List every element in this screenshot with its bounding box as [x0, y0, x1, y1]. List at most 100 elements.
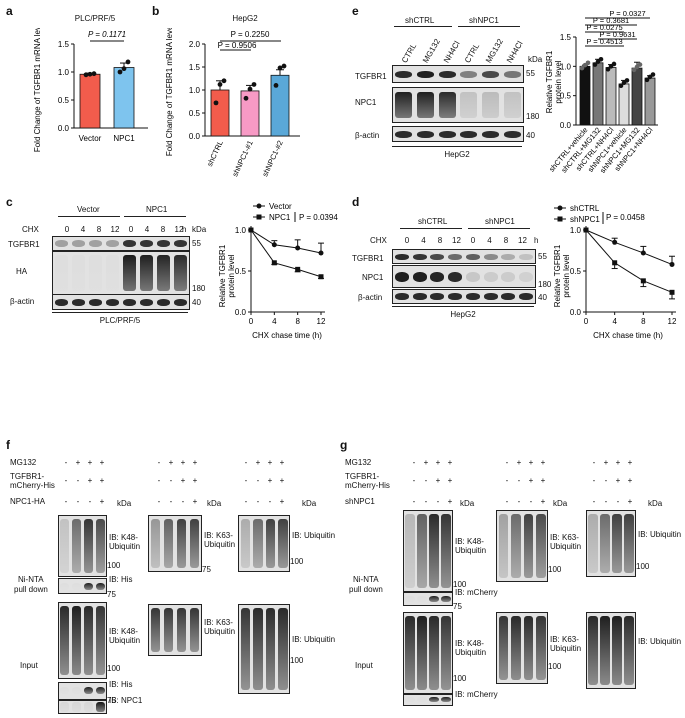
blot-band — [519, 253, 534, 260]
blot-band — [394, 293, 409, 300]
panel-e-chart: 0.0 0.5 1.0 1.5 Relative TGFBR1 protein level… — [545, 10, 658, 175]
blot-band — [483, 293, 498, 300]
data-point — [318, 250, 324, 256]
kda-label: kDa — [207, 499, 222, 508]
ib-label: IB: K63- Ubiquitin — [550, 532, 582, 551]
panel-c-unit: h — [182, 225, 187, 234]
time-label: 8 — [160, 225, 166, 234]
blot-band — [511, 514, 521, 578]
blot-band — [498, 616, 508, 680]
bar — [618, 83, 630, 126]
panel-d-cell-line — [392, 306, 534, 307]
blot-band — [173, 240, 188, 247]
lane-label: CTRL — [400, 41, 419, 65]
sign-label: + — [540, 458, 546, 467]
panel-c-marker-40: 40 — [192, 298, 201, 307]
panel-e-row-npc1: NPC1 — [355, 98, 377, 107]
treatment-label: MG132 — [10, 458, 37, 467]
sign-label: + — [528, 458, 534, 467]
sign-label: + — [192, 497, 198, 506]
time-label: 0 — [470, 236, 476, 245]
bar — [210, 89, 230, 137]
blot-band — [189, 519, 200, 568]
blot-band — [60, 519, 70, 573]
blot-band — [163, 608, 174, 652]
blot-band — [465, 253, 480, 260]
data-point — [251, 82, 257, 87]
panel-c-marker-55: 55 — [192, 239, 201, 248]
panel-d-blot-actin — [392, 289, 536, 304]
panel-c-cell: PLC/PRF/5 — [99, 316, 141, 325]
sign-label: + — [615, 476, 621, 485]
x-tick-label: 12 — [317, 317, 326, 326]
panel-d-group2: shNPC1 — [485, 217, 515, 226]
panel-a-chart: 0.0 0.5 1.0 1.5 Fold Change of TGFBR1 mRNA l… — [33, 28, 148, 152]
data-point — [605, 66, 611, 72]
ib-label: IB: K48- Ubiquitin — [455, 639, 487, 657]
panel-label-c: c — [6, 195, 13, 209]
ip-blot — [238, 604, 290, 694]
lane-label: MG132 — [421, 37, 442, 65]
y-tick-label: 1.0 — [58, 68, 70, 77]
sign-label: + — [447, 497, 453, 506]
panel-c-group1-line — [58, 216, 120, 217]
legend-label-1: shCTRL — [570, 204, 600, 213]
blot-band — [83, 702, 93, 712]
panel-e-group2-line — [458, 26, 520, 27]
data-point — [213, 100, 219, 106]
blot-band — [265, 608, 275, 690]
ip-blot — [496, 510, 548, 582]
ip-blot — [58, 602, 107, 679]
sign-label: + — [447, 476, 453, 485]
time-label: 0 — [64, 225, 70, 234]
lane-label: MG132 — [484, 37, 505, 65]
sign-label: - — [517, 476, 521, 485]
panel-label-b: b — [152, 4, 160, 18]
sign-label: - — [88, 497, 92, 506]
blot-band — [71, 298, 86, 306]
blot-band — [429, 596, 439, 602]
data-point — [221, 78, 227, 84]
sign-label: + — [279, 497, 285, 506]
sign-label: - — [169, 497, 173, 506]
panel-c-blot-actin — [52, 294, 190, 310]
sign-label: + — [267, 458, 273, 467]
blot-band — [122, 240, 137, 247]
blot-band — [503, 130, 521, 138]
marker-label: 100 — [107, 561, 121, 570]
blot-band — [105, 240, 120, 247]
blot-band — [395, 92, 413, 118]
data-point — [83, 72, 89, 78]
sign-label: - — [517, 497, 521, 506]
time-label: 12 — [452, 236, 461, 245]
blot-band — [501, 253, 516, 260]
panel-d-cell: HepG2 — [450, 310, 476, 319]
kda-label: kDa — [117, 499, 132, 508]
sign-label: + — [528, 476, 534, 485]
ib-label: IB: K63- Ubiquitin — [204, 617, 236, 636]
blot-band — [503, 70, 521, 78]
ib-label: IB: Ubiquitin — [638, 636, 682, 646]
data-point — [295, 245, 301, 251]
blot-band — [417, 514, 427, 588]
p-value: P = 0.0394 — [299, 213, 338, 222]
panel-d-marker-40: 40 — [538, 293, 547, 302]
blot-band — [483, 271, 498, 282]
kda-label: kDa — [553, 499, 568, 508]
sign-label: - — [592, 458, 596, 467]
sign-label: - — [244, 476, 248, 485]
blot-band — [139, 240, 154, 247]
blot-band — [83, 687, 93, 694]
marker-label: 75 — [107, 696, 116, 705]
panel-e-group1-line — [394, 26, 452, 27]
blot-band — [394, 271, 409, 282]
blot-band — [253, 519, 263, 568]
sign-label: - — [181, 497, 185, 506]
blot-band — [156, 298, 171, 306]
sign-label: - — [505, 458, 509, 467]
marker-label: 75 — [202, 565, 211, 574]
marker-label: 100 — [453, 674, 467, 683]
y-axis-label-1: Relative TGFBR1 — [545, 50, 554, 113]
panel-c-group2-line — [124, 216, 186, 217]
time-label: 0 — [404, 236, 410, 245]
